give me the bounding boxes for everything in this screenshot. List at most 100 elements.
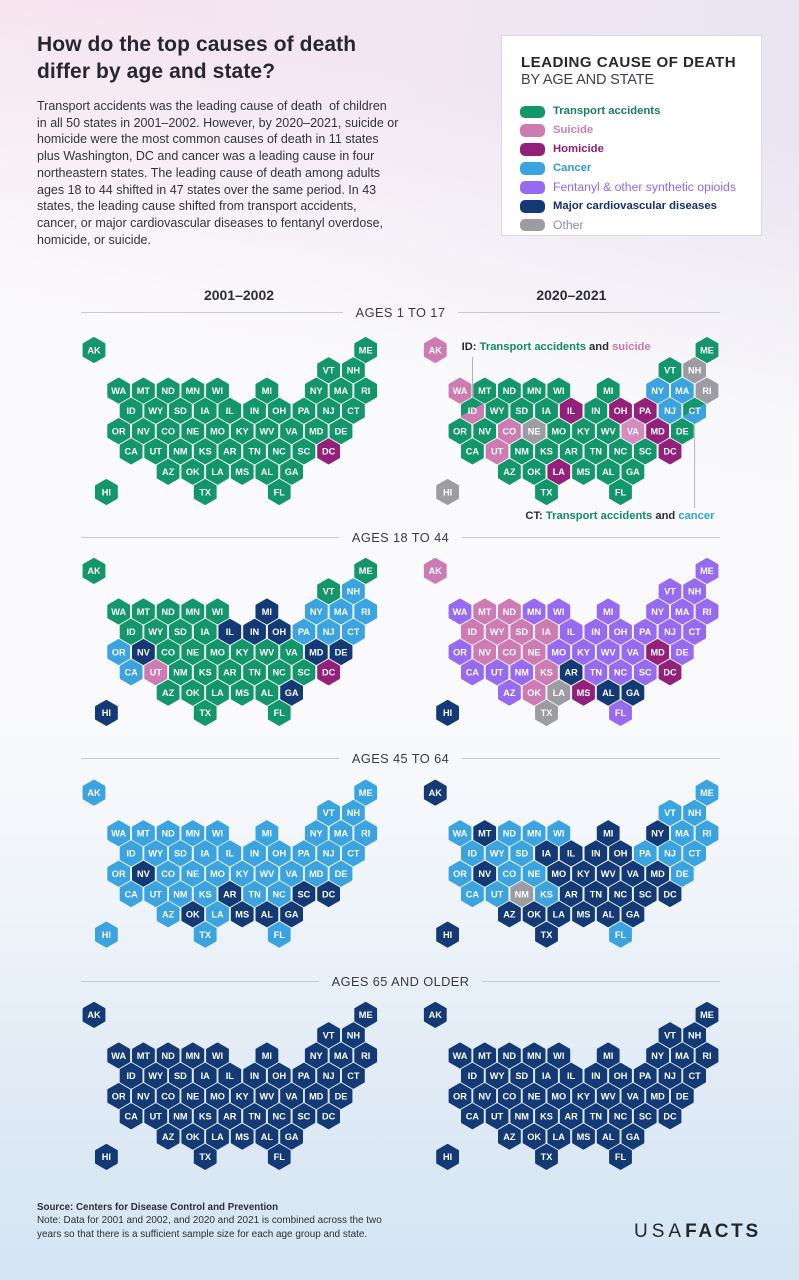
svg-text:DC: DC [322,1112,336,1122]
svg-text:ND: ND [503,386,517,396]
svg-text:VT: VT [323,366,335,376]
svg-text:CA: CA [466,447,480,457]
svg-text:OR: OR [112,869,126,879]
svg-text:NE: NE [528,426,541,436]
svg-text:NH: NH [347,1031,361,1041]
svg-text:AL: AL [602,688,615,698]
svg-text:OK: OK [186,1132,200,1142]
svg-text:MT: MT [478,386,492,396]
svg-text:WY: WY [490,406,505,416]
svg-text:OH: OH [614,849,628,859]
svg-text:MS: MS [235,1132,249,1142]
svg-text:FL: FL [274,487,286,497]
svg-text:NJ: NJ [664,406,676,416]
svg-text:SC: SC [639,889,652,899]
svg-text:IL: IL [226,627,235,637]
svg-text:NJ: NJ [323,406,335,416]
svg-text:MS: MS [577,688,591,698]
svg-text:MT: MT [137,829,151,839]
svg-text:ID: ID [127,849,137,859]
svg-text:ID: ID [127,1071,137,1081]
svg-text:CA: CA [124,889,138,899]
svg-text:AZ: AZ [503,467,516,477]
svg-text:ID: ID [468,627,478,637]
svg-text:MS: MS [577,467,591,477]
svg-text:MT: MT [478,607,492,617]
svg-text:OR: OR [453,426,467,436]
svg-text:WV: WV [601,1091,617,1101]
svg-text:WI: WI [553,1051,564,1061]
svg-text:FL: FL [615,1152,627,1162]
svg-text:TX: TX [541,930,554,940]
svg-text:OR: OR [112,1091,126,1101]
svg-text:WI: WI [212,386,223,396]
svg-text:SC: SC [298,1112,311,1122]
svg-text:NJ: NJ [664,849,676,859]
svg-text:MO: MO [551,1091,566,1101]
svg-text:ME: ME [700,788,714,798]
svg-text:VA: VA [627,869,639,879]
svg-text:RI: RI [702,607,711,617]
svg-text:MI: MI [603,829,613,839]
svg-text:IA: IA [201,1071,211,1081]
svg-text:LA: LA [553,467,566,477]
svg-text:NM: NM [515,668,530,678]
svg-text:CO: CO [161,426,175,436]
svg-text:TN: TN [248,668,261,678]
svg-text:UT: UT [491,889,504,899]
svg-text:NH: NH [347,366,361,376]
svg-text:HI: HI [443,708,452,718]
svg-text:OK: OK [527,1132,541,1142]
svg-text:UT: UT [491,668,504,678]
svg-text:NH: NH [688,587,702,597]
svg-text:MO: MO [551,869,566,879]
svg-text:WA: WA [453,1051,468,1061]
svg-text:MS: MS [235,910,249,920]
svg-text:UT: UT [150,889,163,899]
svg-text:KY: KY [236,647,249,657]
svg-text:ME: ME [700,1010,714,1020]
svg-text:CA: CA [124,668,138,678]
svg-text:NE: NE [186,1091,199,1101]
svg-text:KS: KS [540,447,553,457]
svg-text:NE: NE [528,1091,541,1101]
svg-text:DE: DE [335,869,348,879]
svg-text:NJ: NJ [323,627,335,637]
svg-text:IN: IN [250,1071,260,1081]
svg-text:RI: RI [361,386,370,396]
svg-text:FL: FL [615,708,627,718]
svg-text:IL: IL [226,1071,235,1081]
svg-text:VA: VA [627,426,639,436]
svg-text:ID: ID [468,849,478,859]
svg-text:AK: AK [429,1010,443,1020]
svg-text:HI: HI [102,487,111,497]
svg-text:LA: LA [211,910,224,920]
svg-text:MS: MS [235,467,249,477]
svg-text:PA: PA [639,406,651,416]
svg-text:NH: NH [688,366,702,376]
svg-text:CO: CO [503,647,517,657]
svg-text:MA: MA [334,386,349,396]
svg-text:TN: TN [590,668,603,678]
svg-text:DC: DC [322,447,336,457]
svg-text:MN: MN [527,1051,542,1061]
svg-text:MN: MN [527,386,542,396]
svg-text:CT: CT [688,627,701,637]
svg-text:TX: TX [541,1152,554,1162]
svg-text:IL: IL [567,406,576,416]
svg-text:KS: KS [199,447,212,457]
svg-text:NV: NV [478,869,492,879]
svg-text:DE: DE [335,1091,348,1101]
svg-text:NY: NY [310,386,323,396]
svg-text:SD: SD [174,627,187,637]
svg-text:DC: DC [663,668,677,678]
svg-text:KY: KY [236,869,249,879]
svg-text:NY: NY [310,607,323,617]
svg-text:OH: OH [272,627,286,637]
svg-text:VA: VA [286,869,298,879]
svg-text:TN: TN [590,889,603,899]
svg-text:WV: WV [601,426,617,436]
svg-text:KS: KS [199,668,212,678]
svg-text:MT: MT [478,1051,492,1061]
svg-text:MA: MA [334,1051,349,1061]
